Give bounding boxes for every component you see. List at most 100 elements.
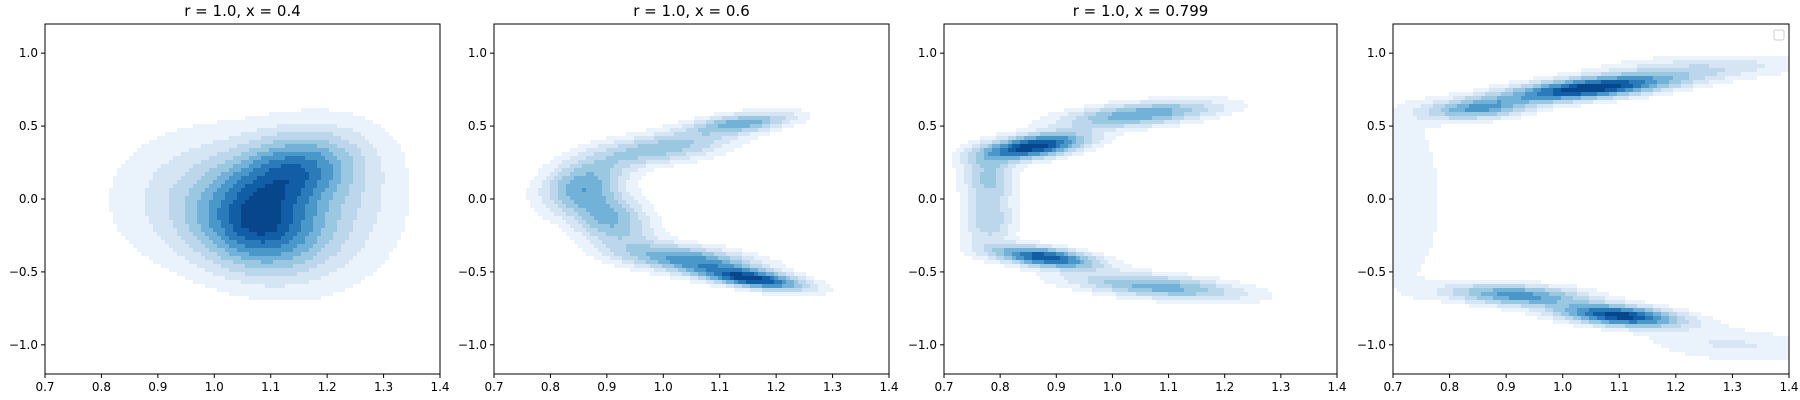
contour-cell xyxy=(738,124,742,128)
contour-cell xyxy=(205,168,209,172)
contour-cell xyxy=(169,224,173,228)
contour-cell xyxy=(546,200,550,204)
contour-cell xyxy=(786,120,790,124)
contour-cell xyxy=(113,176,117,180)
contour-cell xyxy=(646,144,650,148)
contour-cell xyxy=(289,188,293,192)
contour-cell xyxy=(554,164,558,168)
contour-cell xyxy=(1068,132,1072,136)
contour-cell xyxy=(205,244,209,248)
contour-cell xyxy=(305,284,309,288)
contour-cell xyxy=(570,188,574,192)
contour-cell xyxy=(305,268,309,272)
contour-cell xyxy=(1060,132,1064,136)
contour-cell xyxy=(674,124,678,128)
contour-cell xyxy=(778,292,782,296)
contour-cell xyxy=(193,128,197,132)
contour-cell xyxy=(389,148,393,152)
contour-cell xyxy=(714,248,718,252)
contour-cell xyxy=(285,284,289,288)
contour-cell xyxy=(293,276,297,280)
contour-cell xyxy=(165,180,169,184)
contour-cell xyxy=(293,132,297,136)
contour-cell xyxy=(734,284,738,288)
contour-cell xyxy=(269,264,273,268)
contour-cell xyxy=(341,208,345,212)
contour-cell xyxy=(277,284,281,288)
contour-cell xyxy=(586,216,590,220)
contour-cell xyxy=(357,144,361,148)
contour-cell xyxy=(702,244,706,248)
contour-cell xyxy=(1224,104,1228,108)
contour-cell xyxy=(694,272,698,276)
contour-cell xyxy=(802,272,806,276)
contour-cell xyxy=(602,176,606,180)
contour-cell xyxy=(610,208,614,212)
contour-cell xyxy=(341,212,345,216)
contour-cell xyxy=(325,128,329,132)
contour-cell xyxy=(333,124,337,128)
contour-cell xyxy=(161,204,165,208)
contour-cell xyxy=(1028,140,1032,144)
contour-cell xyxy=(301,256,305,260)
contour-cell xyxy=(582,208,586,212)
contour-cell xyxy=(313,220,317,224)
contour-cell xyxy=(233,260,237,264)
contour-cell xyxy=(822,280,826,284)
contour-cell xyxy=(313,136,317,140)
contour-cell xyxy=(273,168,277,172)
contour-cell xyxy=(614,248,618,252)
contour-cell xyxy=(1012,136,1016,140)
contour-cell xyxy=(614,208,618,212)
contour-cell xyxy=(658,164,662,168)
contour-cell xyxy=(161,148,165,152)
contour-cell xyxy=(313,276,317,280)
contour-cell xyxy=(353,116,357,120)
contour-cell xyxy=(241,180,245,184)
contour-cell xyxy=(345,180,349,184)
contour-cell xyxy=(1108,140,1112,144)
contour-cell xyxy=(265,160,269,164)
contour-cell xyxy=(265,208,269,212)
contour-cell xyxy=(690,268,694,272)
contour-cell xyxy=(285,132,289,136)
contour-cell xyxy=(1084,148,1088,152)
contour-cell xyxy=(309,240,313,244)
contour-cell xyxy=(1120,132,1124,136)
contour-cell xyxy=(988,136,992,140)
contour-cell xyxy=(1068,112,1072,116)
contour-cell xyxy=(213,212,217,216)
contour-cell xyxy=(297,140,301,144)
contour-cell xyxy=(325,172,329,176)
contour-cell xyxy=(1056,120,1060,124)
contour-cell xyxy=(225,200,229,204)
contour-cell xyxy=(1156,112,1160,116)
contour-cell xyxy=(133,172,137,176)
contour-cell xyxy=(562,156,566,160)
contour-cell xyxy=(586,212,590,216)
contour-cell xyxy=(349,184,353,188)
contour-cell xyxy=(213,144,217,148)
contour-cell xyxy=(574,184,578,188)
contour-cell xyxy=(293,268,297,272)
contour-cell xyxy=(722,136,726,140)
contour-cell xyxy=(301,224,305,228)
contour-cell xyxy=(1040,148,1044,152)
contour-cell xyxy=(658,128,662,132)
contour-cell xyxy=(213,232,217,236)
contour-cell xyxy=(682,272,686,276)
contour-cell xyxy=(602,220,606,224)
contour-cell xyxy=(758,264,762,268)
contour-cell xyxy=(646,244,650,248)
contour-cell xyxy=(189,264,193,268)
contour-cell xyxy=(333,276,337,280)
contour-cell xyxy=(145,228,149,232)
contour-cell xyxy=(317,256,321,260)
contour-cell xyxy=(718,260,722,264)
contour-cell xyxy=(301,208,305,212)
contour-cell xyxy=(265,196,269,200)
contour-cell xyxy=(662,232,666,236)
contour-cell xyxy=(1228,100,1232,104)
contour-cell xyxy=(217,136,221,140)
contour-cell xyxy=(782,120,786,124)
